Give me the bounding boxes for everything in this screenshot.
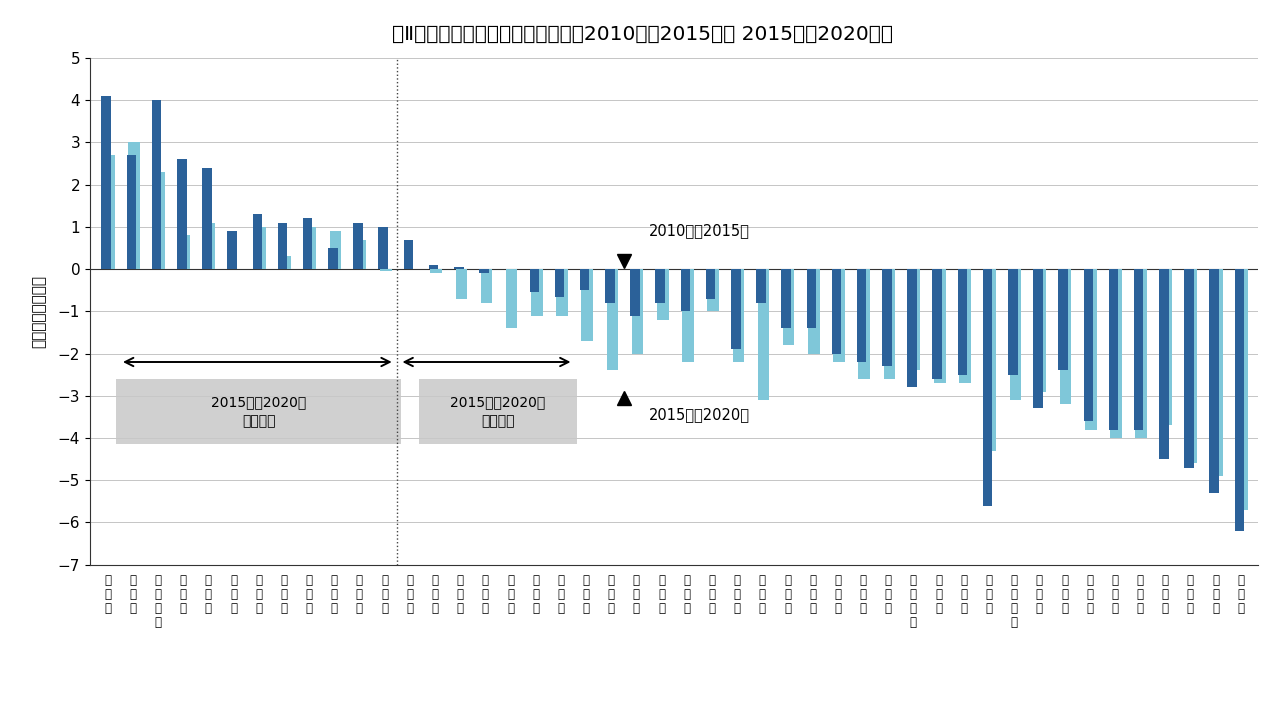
- Text: 図Ⅱ－２　都道府県別人口増減率（2010年～2015年， 2015年～2020年）: 図Ⅱ－２ 都道府県別人口増減率（2010年～2015年， 2015年～2020年…: [392, 25, 892, 44]
- Bar: [403, 240, 413, 269]
- Bar: [353, 223, 363, 269]
- Bar: [177, 159, 186, 269]
- Bar: [1236, 269, 1248, 510]
- Bar: [419, 379, 577, 445]
- Bar: [1159, 269, 1168, 459]
- Text: 2010年～2015年: 2010年～2015年: [648, 224, 750, 239]
- Bar: [783, 269, 795, 345]
- Bar: [681, 269, 691, 311]
- Bar: [1134, 269, 1144, 429]
- Bar: [202, 168, 212, 269]
- Bar: [479, 269, 489, 274]
- Bar: [429, 265, 438, 269]
- Bar: [1109, 269, 1118, 429]
- Bar: [1034, 269, 1043, 408]
- Y-axis label: 人口増減率（％）: 人口増減率（％）: [32, 275, 46, 348]
- Bar: [909, 269, 921, 371]
- Bar: [1085, 269, 1097, 429]
- Bar: [303, 219, 312, 269]
- Bar: [959, 269, 971, 383]
- Bar: [455, 267, 464, 269]
- Bar: [732, 269, 745, 362]
- Bar: [731, 269, 741, 350]
- Bar: [1009, 269, 1021, 400]
- Bar: [606, 269, 618, 371]
- Bar: [379, 227, 388, 269]
- Bar: [632, 269, 643, 353]
- Bar: [153, 172, 164, 269]
- Bar: [908, 269, 917, 387]
- Bar: [682, 269, 693, 362]
- Bar: [117, 379, 401, 445]
- Bar: [982, 269, 993, 505]
- Bar: [707, 269, 719, 311]
- Bar: [1059, 269, 1071, 404]
- Bar: [859, 269, 871, 379]
- Text: 2015年～2020年: 2015年～2020年: [648, 408, 750, 422]
- Bar: [630, 269, 639, 316]
- Bar: [1111, 269, 1122, 438]
- Bar: [1235, 269, 1244, 531]
- Bar: [706, 269, 715, 299]
- Bar: [430, 269, 442, 274]
- Bar: [480, 269, 492, 303]
- Bar: [456, 269, 467, 299]
- Bar: [128, 143, 140, 269]
- Bar: [958, 269, 967, 375]
- Bar: [253, 214, 262, 269]
- Bar: [657, 269, 669, 320]
- Bar: [882, 269, 891, 366]
- Text: 2015年～2020年
人口減少: 2015年～2020年 人口減少: [451, 395, 546, 429]
- Bar: [506, 269, 517, 328]
- Bar: [806, 269, 817, 328]
- Bar: [103, 155, 114, 269]
- Bar: [933, 269, 945, 383]
- Bar: [279, 256, 291, 269]
- Bar: [277, 223, 288, 269]
- Bar: [1211, 269, 1222, 476]
- Bar: [178, 235, 190, 269]
- Bar: [756, 269, 765, 303]
- Bar: [227, 231, 238, 269]
- Bar: [304, 227, 316, 269]
- Bar: [127, 155, 136, 269]
- Bar: [529, 269, 539, 292]
- Bar: [380, 269, 392, 272]
- Bar: [101, 96, 110, 269]
- Bar: [883, 269, 895, 379]
- Bar: [204, 223, 216, 269]
- Bar: [555, 269, 564, 297]
- Bar: [833, 269, 845, 362]
- Bar: [1210, 269, 1219, 493]
- Bar: [329, 248, 338, 269]
- Text: 2015年～2020年
人口増加: 2015年～2020年 人口増加: [211, 395, 306, 429]
- Bar: [1186, 269, 1198, 463]
- Bar: [330, 231, 342, 269]
- Bar: [808, 269, 819, 353]
- Bar: [758, 269, 769, 400]
- Bar: [605, 269, 615, 303]
- Bar: [254, 227, 266, 269]
- Bar: [354, 240, 366, 269]
- Bar: [556, 269, 568, 316]
- Bar: [932, 269, 942, 379]
- Bar: [580, 269, 589, 290]
- Bar: [782, 269, 791, 328]
- Bar: [1135, 269, 1147, 438]
- Bar: [655, 269, 665, 303]
- Bar: [582, 269, 593, 341]
- Bar: [1035, 269, 1046, 392]
- Bar: [152, 100, 162, 269]
- Bar: [856, 269, 867, 362]
- Bar: [1184, 269, 1194, 468]
- Bar: [832, 269, 841, 353]
- Bar: [1084, 269, 1093, 421]
- Bar: [1008, 269, 1018, 375]
- Bar: [1058, 269, 1068, 371]
- Bar: [1161, 269, 1172, 426]
- Bar: [985, 269, 996, 450]
- Bar: [532, 269, 543, 316]
